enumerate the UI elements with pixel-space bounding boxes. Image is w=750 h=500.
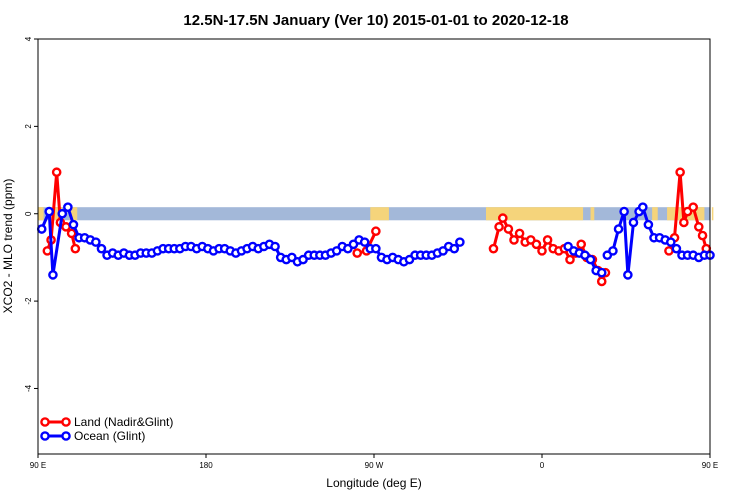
x-tick-label: 180 [199, 461, 213, 470]
data-point [488, 243, 499, 254]
land-band-segment [711, 207, 714, 221]
y-tick-label: -2 [24, 297, 33, 305]
data-point [638, 202, 648, 212]
data-point [455, 237, 465, 247]
data-point [585, 254, 596, 265]
data-point [61, 222, 71, 232]
data-point [514, 228, 525, 239]
x-axis: 90 E 180 90 W 0 90 E [30, 454, 718, 470]
legend-label: Ocean (Glint) [74, 429, 145, 443]
data-point [694, 222, 704, 232]
data-point [66, 228, 77, 239]
data-point [63, 202, 73, 212]
data-point [44, 206, 55, 217]
data-point [666, 237, 676, 247]
data-point [596, 267, 607, 278]
data-point [671, 243, 682, 254]
data-point [57, 208, 68, 219]
data-point [68, 219, 79, 230]
x-axis-label: Longitude (deg E) [326, 476, 421, 490]
data-point [371, 243, 381, 254]
data-point [679, 217, 689, 228]
y-tick-label: 2 [24, 124, 33, 129]
data-point [70, 243, 81, 254]
y-tick-label: 4 [24, 36, 33, 41]
data-point [497, 213, 508, 223]
y-tick-label: -4 [24, 384, 33, 392]
legend-marker [40, 431, 50, 441]
x-tick-label: 90 W [365, 461, 384, 470]
land-band-segment [652, 207, 658, 221]
data-point [628, 217, 639, 228]
data-point [96, 243, 107, 254]
legend-label: Land (Nadir&Glint) [74, 415, 173, 429]
data-point [91, 237, 101, 247]
chart-title: 12.5N-17.5N January (Ver 10) 2015-01-01 … [183, 12, 568, 29]
legend-marker [61, 417, 71, 427]
data-point [643, 219, 654, 230]
data-point [688, 202, 699, 212]
data-point [596, 276, 607, 287]
legend-marker [61, 431, 71, 441]
plot-region [36, 167, 715, 287]
x-tick-label: 0 [540, 461, 545, 470]
data-point [352, 248, 363, 258]
legend: Land (Nadir&Glint)Ocean (Glint) [40, 415, 173, 443]
x-tick-label: 90 E [702, 461, 718, 470]
data-point [623, 270, 633, 280]
land-band-segment [486, 207, 584, 221]
data-point [270, 241, 280, 252]
land-band-segment [370, 207, 389, 221]
data-point [613, 224, 624, 234]
data-point [675, 167, 685, 178]
legend-marker [40, 417, 50, 427]
data-point [449, 243, 460, 254]
data-point [565, 254, 575, 265]
data-point [697, 230, 708, 241]
data-point [359, 237, 370, 247]
data-point [494, 222, 504, 232]
data-point [608, 246, 618, 256]
series-ocean [36, 202, 715, 280]
data-point [531, 239, 542, 250]
land-band-segment [590, 207, 595, 221]
x-tick-label: 90 E [30, 461, 46, 470]
data-point [371, 226, 381, 237]
data-point [51, 167, 62, 178]
data-point [36, 224, 47, 234]
data-point [576, 239, 587, 250]
data-point [48, 270, 58, 280]
y-tick-label: 0 [24, 211, 33, 216]
land-band-segment [69, 207, 78, 221]
series-land [42, 167, 712, 287]
y-axis: 4 2 0 -2 -4 [24, 36, 38, 392]
data-point [503, 224, 514, 234]
data-point [509, 235, 519, 245]
land-band-segment [51, 207, 63, 221]
data-point [619, 206, 629, 217]
data-point [542, 235, 553, 245]
y-axis-label: XCO2 - MLO trend (ppm) [1, 179, 15, 314]
land-band-segment [38, 207, 44, 221]
data-point [664, 246, 674, 256]
data-point [537, 246, 547, 256]
